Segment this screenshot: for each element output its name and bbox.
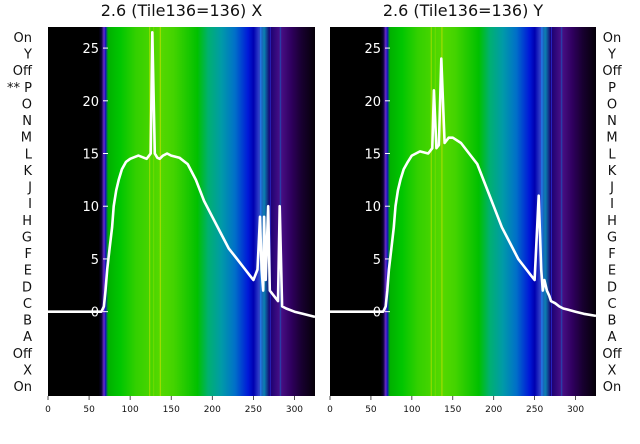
row-label: N bbox=[22, 114, 32, 129]
row-label: N bbox=[607, 114, 617, 129]
y-tick-label: 15 bbox=[82, 148, 99, 163]
row-label: Off bbox=[602, 64, 622, 79]
row-label: On bbox=[14, 380, 32, 395]
chart-panel-1: 2.6 (Tile136=136) X 0 50 100 150 200 250 300 0 5 1… bbox=[7, 1, 316, 415]
row-label: X bbox=[608, 363, 617, 378]
chart-title: 2.6 (Tile136=136) Y bbox=[383, 1, 544, 20]
row-label: Y bbox=[23, 48, 32, 63]
row-label: On bbox=[14, 31, 32, 46]
profile-line bbox=[48, 30, 316, 319]
row-label: C bbox=[23, 297, 32, 312]
row-label: F bbox=[25, 247, 32, 262]
row-label: I bbox=[28, 197, 32, 212]
row-label: M bbox=[21, 131, 32, 146]
y-tick-label: 5 bbox=[91, 253, 99, 268]
heatmap-streak bbox=[153, 27, 155, 396]
row-label: On bbox=[603, 380, 621, 395]
row-label: A bbox=[23, 330, 32, 345]
row-label: P bbox=[608, 81, 616, 96]
y-tick-label: 5 bbox=[373, 253, 381, 268]
x-tick-label: 150 bbox=[163, 405, 180, 415]
row-label: L bbox=[608, 147, 616, 162]
row-label: K bbox=[23, 164, 32, 179]
heatmap-streak bbox=[430, 27, 432, 396]
heatmap-streak bbox=[269, 27, 271, 396]
y-tick-label: 25 bbox=[82, 42, 99, 57]
x-tick-label: 200 bbox=[485, 405, 502, 415]
x-tick-label: 250 bbox=[245, 405, 262, 415]
row-label: B bbox=[23, 314, 32, 329]
y-tick-label: 0 bbox=[373, 306, 381, 321]
y-tick-label: 15 bbox=[364, 148, 381, 163]
row-label: G bbox=[22, 230, 32, 245]
row-label: H bbox=[22, 214, 32, 229]
y-tick-label: 10 bbox=[364, 200, 381, 215]
row-label: ** P bbox=[7, 81, 32, 96]
x-tick-label: 250 bbox=[526, 405, 543, 415]
heatmap-streak bbox=[560, 27, 563, 396]
row-label: J bbox=[609, 181, 614, 196]
x-tick-label: 50 bbox=[83, 405, 95, 415]
row-label: Off bbox=[13, 64, 33, 79]
profile-line bbox=[330, 57, 597, 318]
chart-title: 2.6 (Tile136=136) X bbox=[101, 1, 263, 20]
row-label: Off bbox=[602, 347, 622, 362]
row-label: J bbox=[27, 181, 32, 196]
heatmap-streak bbox=[434, 27, 436, 396]
row-label: F bbox=[608, 247, 615, 262]
y-tick-label: 20 bbox=[82, 95, 99, 110]
row-label: G bbox=[607, 230, 617, 245]
row-label: E bbox=[608, 264, 616, 279]
heatmap-streak bbox=[259, 27, 262, 396]
heatmap-streak bbox=[441, 27, 443, 396]
row-label: B bbox=[608, 314, 617, 329]
y-tick-label: 10 bbox=[82, 200, 99, 215]
x-tick-label: 100 bbox=[122, 405, 139, 415]
x-tick-label: 200 bbox=[204, 405, 221, 415]
row-label: L bbox=[25, 147, 33, 162]
x-tick-label: 300 bbox=[286, 405, 303, 415]
x-tick-label: 100 bbox=[403, 405, 420, 415]
x-tick-label: 0 bbox=[45, 405, 51, 415]
row-label: Off bbox=[13, 347, 33, 362]
x-tick-label: 0 bbox=[327, 405, 333, 415]
row-label: I bbox=[610, 197, 614, 212]
row-label: H bbox=[607, 214, 617, 229]
heatmap-streak bbox=[541, 27, 543, 396]
y-tick-label: 0 bbox=[91, 306, 99, 321]
row-label: E bbox=[24, 264, 32, 279]
row-label: O bbox=[22, 97, 32, 112]
x-tick-label: 150 bbox=[444, 405, 461, 415]
row-label: X bbox=[23, 363, 32, 378]
y-tick-label: 25 bbox=[364, 42, 381, 57]
row-label: Y bbox=[607, 48, 616, 63]
heatmap-streak bbox=[159, 27, 161, 396]
row-label: A bbox=[608, 330, 617, 345]
chart-panel-2: 2.6 (Tile136=136) Y 0 50 100 150 200 250 300 0 5 1… bbox=[327, 1, 622, 415]
row-label: On bbox=[603, 31, 621, 46]
row-label: O bbox=[607, 97, 617, 112]
row-label: D bbox=[607, 280, 617, 295]
heatmap-streak bbox=[149, 27, 151, 396]
row-label: K bbox=[608, 164, 617, 179]
x-tick-label: 50 bbox=[365, 405, 377, 415]
row-label: M bbox=[606, 131, 617, 146]
y-tick-label: 20 bbox=[364, 95, 381, 110]
row-label: D bbox=[22, 280, 32, 295]
row-label: C bbox=[607, 297, 616, 312]
heatmap-streak bbox=[550, 27, 552, 396]
x-tick-label: 300 bbox=[567, 405, 584, 415]
